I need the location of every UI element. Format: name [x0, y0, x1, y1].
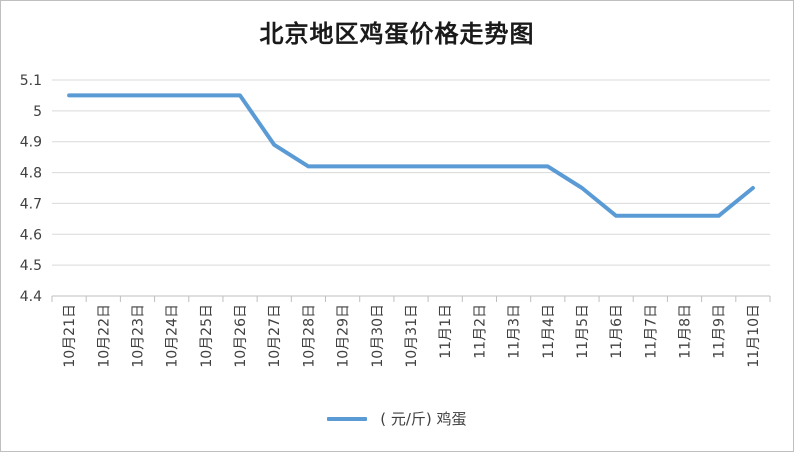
chart-title: 北京地区鸡蛋价格走势图: [259, 19, 535, 48]
x-tick-label: 11月7日: [643, 304, 659, 359]
y-tick-label: 4.5: [20, 258, 42, 274]
x-tick-label: 10月26日: [233, 304, 249, 368]
x-tick-label: 11月3日: [507, 304, 523, 359]
x-tick-label: 11月9日: [712, 304, 728, 359]
series-line: [67, 93, 755, 218]
y-tick-label: 4.6: [20, 227, 42, 243]
x-tick-label: 10月30日: [370, 304, 386, 368]
x-tick-label: 10月21日: [62, 304, 78, 368]
x-tick-label: 11月6日: [609, 304, 625, 359]
x-tick-label: 11月1日: [438, 304, 454, 359]
x-tick-label: 11月8日: [678, 304, 694, 359]
chart-legend: ( 元/斤) 鸡蛋: [0, 408, 794, 429]
x-tick-label: 10月29日: [336, 304, 352, 368]
x-tick-label: 11月5日: [575, 304, 591, 359]
y-tick-label: 5.1: [20, 73, 42, 89]
x-tick-label: 10月27日: [267, 304, 283, 368]
y-tick-label: 4.8: [20, 166, 42, 182]
x-tick-label: 10月31日: [404, 304, 420, 368]
x-tick-label: 11月4日: [541, 304, 557, 359]
x-tick-label: 10月22日: [96, 304, 112, 368]
x-tick-label: 10月25日: [199, 304, 215, 368]
x-tick-label: 11月2日: [472, 304, 488, 359]
y-tick-label: 4.4: [20, 289, 42, 305]
legend-label: ( 元/斤) 鸡蛋: [380, 410, 467, 428]
x-tick-label: 10月28日: [301, 304, 317, 368]
x-tick-label: 11月10日: [746, 304, 762, 368]
x-tick-label: 10月24日: [165, 304, 181, 368]
y-tick-label: 5: [33, 104, 42, 120]
x-tick-label: 10月23日: [130, 304, 146, 368]
y-tick-label: 4.7: [20, 196, 42, 212]
y-tick-label: 4.9: [20, 135, 42, 151]
legend-swatch: [327, 416, 368, 421]
